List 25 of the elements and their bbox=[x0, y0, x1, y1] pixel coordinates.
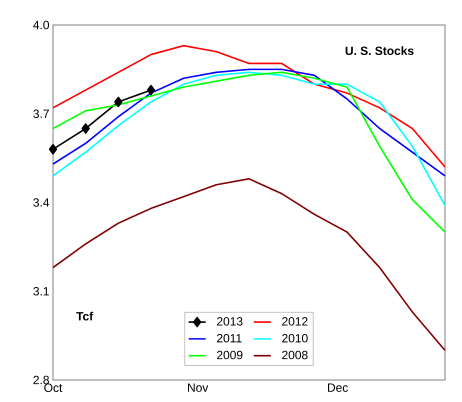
y-axis-title: Tcf bbox=[76, 312, 94, 320]
legend-label: 2012 bbox=[282, 317, 308, 326]
y-tick-label: 2.8 bbox=[33, 376, 49, 384]
y-tick-label: 3.7 bbox=[33, 110, 49, 118]
point bbox=[146, 84, 156, 96]
y-tick-label: 4.0 bbox=[33, 20, 50, 30]
y-tick-label: 3.1 bbox=[33, 287, 49, 296]
line-series bbox=[52, 68, 446, 177]
legend-label: 2009 bbox=[217, 350, 242, 360]
legend-label: 2011 bbox=[217, 334, 242, 342]
y-tick-label: 3.4 bbox=[33, 198, 50, 207]
x-tick-label: Dec bbox=[328, 384, 348, 392]
legend-label: 2008 bbox=[282, 350, 308, 360]
legend-label: 2013 bbox=[217, 317, 242, 326]
point bbox=[82, 123, 90, 134]
point bbox=[48, 144, 58, 155]
line-series bbox=[52, 178, 446, 352]
point bbox=[114, 96, 122, 108]
line-series bbox=[52, 44, 446, 168]
x-tick-label: Oct bbox=[44, 384, 62, 392]
legend-label: 2010 bbox=[282, 334, 308, 342]
x-tick-label: Nov bbox=[188, 384, 208, 392]
line-series bbox=[52, 72, 446, 206]
line-series bbox=[52, 72, 446, 233]
text: U. S. Stocks bbox=[346, 46, 414, 56]
